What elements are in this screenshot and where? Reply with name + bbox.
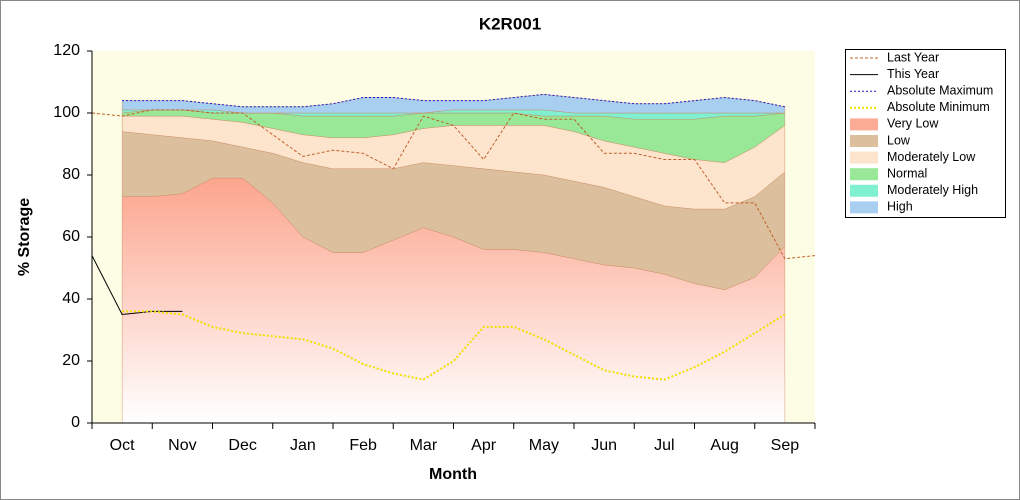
x-tick-label: Oct <box>110 437 135 454</box>
y-tick-label: 40 <box>62 290 80 307</box>
legend-swatch <box>850 118 878 131</box>
legend-label: Normal <box>887 166 927 180</box>
legend-swatch <box>850 151 878 164</box>
series-line <box>122 93 785 108</box>
x-tick-label: Jan <box>290 437 316 454</box>
x-tick-label: May <box>529 437 559 454</box>
legend-swatch <box>850 135 878 147</box>
x-tick-label: Jun <box>591 437 617 454</box>
legend-label: Moderately High <box>887 183 978 197</box>
series-line <box>91 255 183 316</box>
x-tick-label: Feb <box>349 437 377 454</box>
y-tick-label: 0 <box>71 414 80 431</box>
y-tick-label: 100 <box>53 104 80 121</box>
legend-label: Moderately Low <box>887 150 976 164</box>
legend-label: This Year <box>887 67 939 81</box>
x-axis-label: Month <box>429 466 477 483</box>
legend-label: Very Low <box>887 117 939 131</box>
series-line <box>122 310 786 381</box>
legend-swatch <box>850 184 878 197</box>
chart-title: K2R001 <box>479 14 541 33</box>
x-tick-label: Aug <box>710 437 738 454</box>
legend-label: Last Year <box>887 50 939 64</box>
x-tick-label: Apr <box>471 437 497 454</box>
legend-label: Low <box>887 133 911 147</box>
legend <box>845 49 1006 218</box>
x-tick-label: Dec <box>228 437 256 454</box>
x-tick-label: Mar <box>410 437 438 454</box>
y-tick-label: 80 <box>62 166 80 183</box>
legend-label: High <box>887 200 913 214</box>
y-tick-label: 60 <box>62 228 80 245</box>
series-line <box>91 109 816 260</box>
y-tick-label: 120 <box>53 42 80 59</box>
y-axis-label: % Storage <box>16 198 33 276</box>
legend-swatch <box>850 168 878 181</box>
x-tick-label: Jul <box>654 437 674 454</box>
legend-label: Absolute Minimum <box>887 100 990 114</box>
x-tick-label: Nov <box>168 437 196 454</box>
x-tick-label: Sep <box>771 437 800 454</box>
y-tick-label: 20 <box>62 352 80 369</box>
legend-label: Absolute Maximum <box>887 83 993 97</box>
legend-swatch <box>850 201 878 214</box>
area-band <box>121 94 786 114</box>
